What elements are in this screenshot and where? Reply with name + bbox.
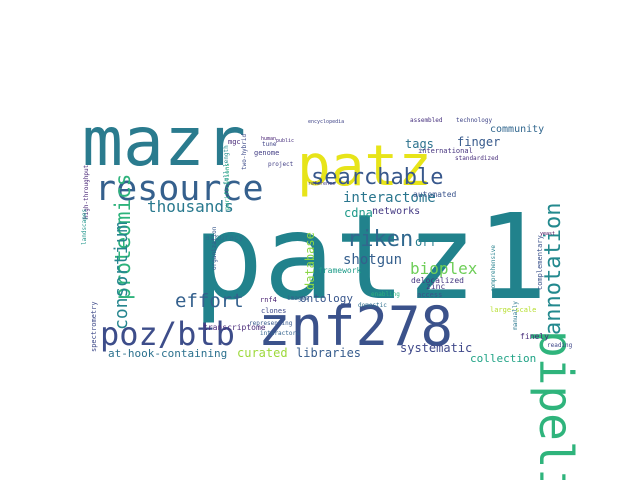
word-libraries: libraries bbox=[296, 346, 361, 360]
word-high-throughput: high-throughput bbox=[83, 164, 90, 219]
word-mgc: mgc bbox=[228, 138, 241, 146]
word-large-scale: large-scale bbox=[490, 306, 536, 314]
word-tune: tune bbox=[262, 141, 277, 148]
word-resource: resource bbox=[95, 169, 264, 209]
word-images: images bbox=[287, 295, 309, 302]
word-accuracy: accuracy bbox=[205, 233, 244, 242]
word-annotation: annotation bbox=[541, 203, 566, 335]
word-assembled: assembled bbox=[410, 117, 443, 124]
word-public: public bbox=[276, 138, 294, 144]
word-encyclopedia: encyclopedia bbox=[308, 119, 344, 125]
word-yeast: yeast bbox=[540, 231, 555, 237]
word-two-hybrid: two-hybrid bbox=[241, 133, 248, 170]
word-organization: organization bbox=[211, 226, 218, 270]
word-collection: collection bbox=[470, 352, 536, 365]
word-representing: representing bbox=[249, 320, 293, 327]
word-cdna: cdna bbox=[344, 206, 373, 220]
word-delocalized: delocalized bbox=[411, 276, 464, 285]
word-reading: reading bbox=[547, 342, 573, 349]
word-riken: riken bbox=[347, 227, 413, 252]
word-domestic: domestic bbox=[358, 302, 387, 309]
word-automated: automated bbox=[413, 190, 457, 199]
word-znf278: znf278 bbox=[258, 295, 453, 358]
word-curated: curated bbox=[237, 346, 288, 360]
word-spectrometry: spectrometry bbox=[90, 301, 98, 352]
word-shotgun: shotgun bbox=[343, 252, 402, 268]
word-zinc: zinc bbox=[426, 282, 445, 291]
word-project: project bbox=[268, 161, 294, 168]
word-bioplex: bioplex bbox=[410, 259, 478, 278]
word-proteomics: proteomics bbox=[111, 174, 135, 300]
word-rnf4: rnf4 bbox=[260, 296, 277, 304]
word-patz: patz bbox=[297, 134, 432, 199]
word-mazr: mazr bbox=[82, 103, 246, 182]
word-transcriptome: transcriptome bbox=[203, 323, 266, 332]
word-community: community bbox=[490, 124, 544, 135]
word-reference: reference bbox=[308, 181, 335, 187]
word-technology: technology bbox=[456, 117, 493, 124]
word-purifications: purifications bbox=[224, 163, 231, 210]
word-poz-btb: poz/btb bbox=[100, 315, 235, 353]
word-patz1: patz1 bbox=[192, 188, 547, 326]
word-human: human bbox=[261, 136, 276, 142]
word-searchable: searchable bbox=[311, 165, 443, 190]
word-full-length: full-length bbox=[223, 145, 230, 185]
word-genome: genome bbox=[254, 149, 279, 157]
cloud-background bbox=[82, 119, 576, 365]
word-complementary: complementary bbox=[536, 235, 544, 290]
word-finger: finger bbox=[457, 135, 500, 149]
word-finely: finely bbox=[520, 332, 549, 341]
word-interactors: interactors bbox=[260, 330, 300, 337]
word-thousands: thousands bbox=[147, 197, 234, 216]
word-tags: tags bbox=[405, 137, 434, 151]
word-systematic: systematic bbox=[400, 341, 472, 355]
word-at-hook-containing: at-hook-containing bbox=[108, 347, 227, 360]
word-database: database bbox=[303, 232, 317, 290]
word-effort: effort bbox=[175, 290, 244, 312]
word-pipeline: pipeline bbox=[529, 330, 583, 480]
word-framework: framework bbox=[318, 266, 362, 275]
word-orf: orf bbox=[415, 235, 437, 249]
word-landscapes: landscapes bbox=[81, 208, 88, 245]
word-manually: manually bbox=[512, 301, 519, 330]
word-access: access bbox=[417, 291, 442, 299]
word-enabling: enabling bbox=[371, 291, 400, 298]
word-interactome: interactome bbox=[343, 190, 436, 206]
word-standardized: standardized bbox=[455, 155, 499, 162]
word-ontology: ontology bbox=[300, 292, 353, 305]
word-international: international bbox=[418, 147, 473, 155]
word-clones: clones bbox=[261, 307, 286, 315]
word-consortium: consortium bbox=[111, 222, 132, 330]
word-networks: networks bbox=[372, 206, 420, 217]
word-comprehensive: comprehensive bbox=[490, 245, 497, 292]
